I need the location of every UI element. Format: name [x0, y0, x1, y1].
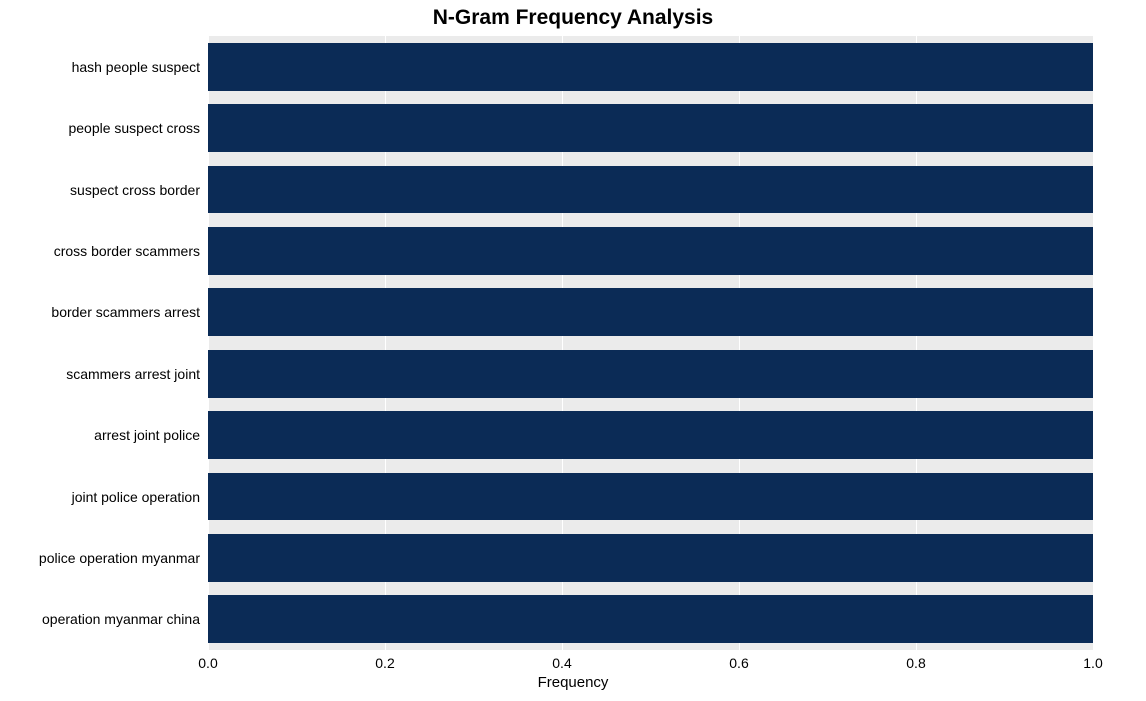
bar	[208, 166, 1093, 214]
x-tick: 0.8	[906, 655, 925, 671]
bar	[208, 473, 1093, 521]
y-tick-label: scammers arrest joint	[0, 367, 200, 381]
y-tick-label: arrest joint police	[0, 428, 200, 442]
y-tick-label: border scammers arrest	[0, 305, 200, 319]
bar	[208, 227, 1093, 275]
ngram-chart: N-Gram Frequency Analysis Frequency 0.0 0…	[0, 0, 1146, 701]
bar	[208, 534, 1093, 582]
y-tick-label: hash people suspect	[0, 60, 200, 74]
bar	[208, 411, 1093, 459]
x-tick: 0.6	[729, 655, 748, 671]
gridline	[1093, 36, 1094, 650]
x-tick: 0.4	[552, 655, 571, 671]
x-tick: 0.2	[375, 655, 394, 671]
y-tick-label: joint police operation	[0, 490, 200, 504]
y-tick-label: cross border scammers	[0, 244, 200, 258]
x-axis-label: Frequency	[0, 674, 1146, 691]
x-tick: 0.0	[198, 655, 217, 671]
y-tick-label: suspect cross border	[0, 183, 200, 197]
chart-title: N-Gram Frequency Analysis	[0, 6, 1146, 30]
y-tick-label: people suspect cross	[0, 121, 200, 135]
y-tick-label: operation myanmar china	[0, 612, 200, 626]
plot-area	[208, 36, 1093, 650]
y-tick-label: police operation myanmar	[0, 551, 200, 565]
bar	[208, 43, 1093, 91]
bar	[208, 350, 1093, 398]
bar	[208, 288, 1093, 336]
bar	[208, 104, 1093, 152]
x-tick: 1.0	[1083, 655, 1102, 671]
bar	[208, 595, 1093, 643]
